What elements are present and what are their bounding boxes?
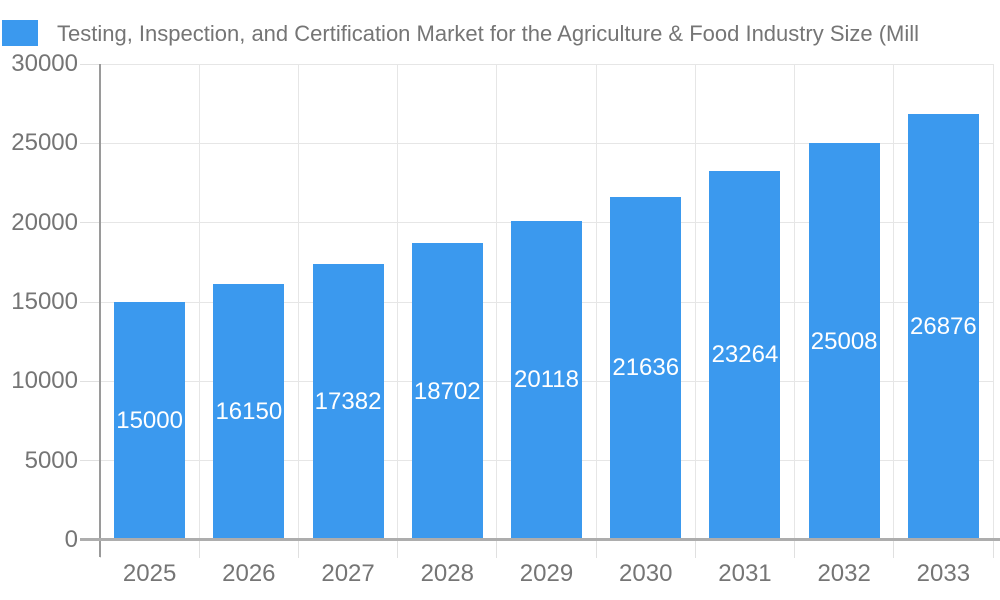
bar-value-label: 15000 <box>116 407 183 434</box>
v-gridline <box>297 64 299 540</box>
y-tick <box>80 460 100 462</box>
x-tick <box>297 541 299 558</box>
x-tick <box>595 541 597 558</box>
x-tick <box>198 541 200 558</box>
bar-2030[interactable] <box>610 196 682 540</box>
x-axis-label: 2025 <box>122 560 177 587</box>
x-axis-label: 2029 <box>519 560 574 587</box>
x-tick <box>893 541 895 558</box>
y-axis-label: 10000 <box>11 367 78 395</box>
bar-2031[interactable] <box>709 170 781 540</box>
x-tick <box>992 541 994 558</box>
x-axis-label: 2031 <box>718 560 772 587</box>
legend-swatch <box>2 20 38 46</box>
v-gridline <box>595 64 597 540</box>
x-tick <box>397 541 399 558</box>
v-gridline <box>397 64 399 540</box>
v-gridline <box>496 64 498 540</box>
y-tick <box>80 380 100 382</box>
y-axis-label: 25000 <box>11 129 78 157</box>
bar-value-label: 21636 <box>612 354 680 382</box>
x-axis-label: 2032 <box>817 560 871 587</box>
bar-value-label: 18702 <box>413 377 481 405</box>
x-axis-label: 2033 <box>916 560 971 587</box>
bar-2033[interactable] <box>907 113 979 540</box>
x-tick <box>496 541 498 558</box>
y-tick <box>80 222 100 224</box>
v-gridline <box>992 64 994 540</box>
v-gridline <box>893 64 895 540</box>
h-gridline <box>100 63 993 65</box>
y-axis-label: 30000 <box>11 50 78 77</box>
bar-2025[interactable] <box>114 302 186 540</box>
bar-value-label: 23264 <box>711 341 779 369</box>
chart-title: Testing, Inspection, and Certification M… <box>57 21 920 46</box>
x-axis-line <box>80 538 1000 541</box>
x-axis-label: 2026 <box>222 560 276 587</box>
v-gridline <box>198 64 200 540</box>
bar-2032[interactable] <box>808 143 880 540</box>
y-axis-label: 15000 <box>11 288 78 315</box>
y-tick <box>80 63 100 65</box>
y-axis-label: 0 <box>64 526 78 553</box>
bar-2028[interactable] <box>411 243 483 540</box>
y-tick <box>80 301 100 303</box>
bar-value-label: 25008 <box>810 327 878 355</box>
bar-value-label: 26876 <box>910 312 977 340</box>
x-tick <box>694 541 696 558</box>
y-axis-label: 20000 <box>11 208 78 236</box>
bar-2029[interactable] <box>511 220 582 540</box>
bar-value-label: 17382 <box>314 388 382 416</box>
x-axis-label: 2027 <box>321 560 375 587</box>
x-axis-label: 2030 <box>619 560 673 587</box>
bar-value-label: 20118 <box>514 366 579 394</box>
x-axis-label: 2028 <box>420 560 474 587</box>
bar-2027[interactable] <box>312 264 384 540</box>
h-gridline <box>100 142 993 144</box>
v-gridline <box>694 64 696 540</box>
y-tick <box>80 142 100 144</box>
bar-value-label: 16150 <box>215 397 283 425</box>
y-axis-label: 5000 <box>24 446 78 474</box>
x-tick <box>794 541 796 558</box>
y-axis-line <box>99 64 101 557</box>
bar-2026[interactable] <box>213 283 285 540</box>
v-gridline <box>794 64 796 540</box>
